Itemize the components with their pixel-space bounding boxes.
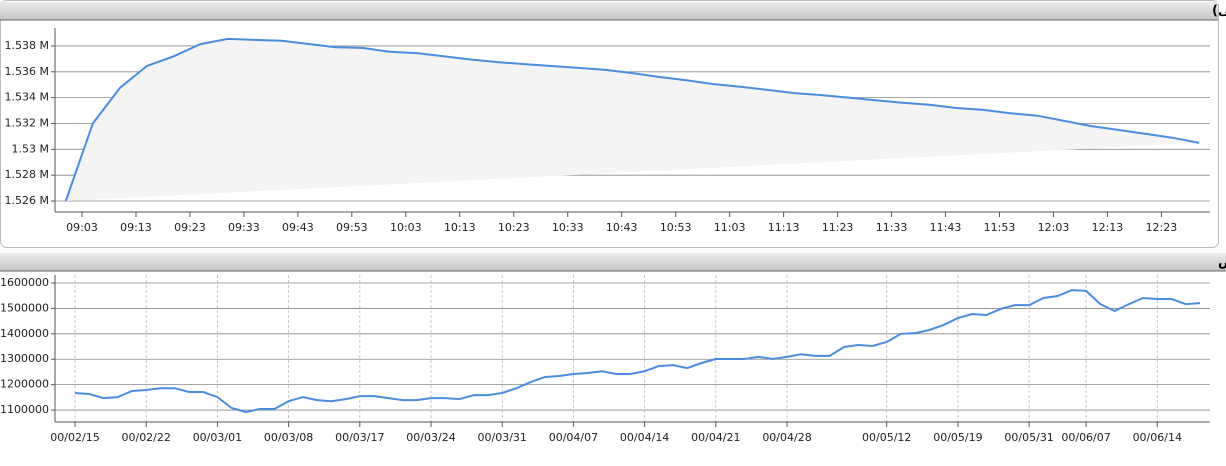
x-tick-label: 12:13 bbox=[1092, 221, 1124, 234]
data-line bbox=[74, 289, 1201, 414]
x-tick-label: 10:53 bbox=[660, 221, 692, 234]
x-tick-label: 00/05/12 bbox=[862, 431, 911, 444]
x-tick-label: 11:33 bbox=[876, 221, 908, 234]
y-tick-label: 1.538 M bbox=[5, 39, 49, 52]
x-tick-label: 10:03 bbox=[390, 221, 422, 234]
x-tick-label: 12:23 bbox=[1146, 221, 1178, 234]
x-tick-label: 00/04/07 bbox=[549, 431, 598, 444]
x-tick-label: 00/03/24 bbox=[406, 431, 455, 444]
panel-title: شاخص کل (آخرین روز معاملاتی) bbox=[1212, 2, 1226, 19]
x-tick-label: 00/03/01 bbox=[193, 431, 242, 444]
x-tick-label: 11:13 bbox=[768, 221, 800, 234]
x-tick-label: 00/02/15 bbox=[50, 431, 99, 444]
y-tick-label: 1.53 M bbox=[12, 142, 49, 155]
x-tick-label: 00/06/14 bbox=[1133, 431, 1182, 444]
x-tick-label: 09:23 bbox=[174, 221, 206, 234]
x-tick-label: 09:03 bbox=[66, 221, 98, 234]
x-tick-label: 10:43 bbox=[606, 221, 638, 234]
panel-title: نمودار شاخص bbox=[1218, 255, 1226, 270]
y-tick-label: 1.532 M bbox=[5, 116, 49, 129]
x-tick-label: 00/04/21 bbox=[691, 431, 740, 444]
data-line bbox=[64, 37, 1200, 202]
y-tick-label: 1300000 bbox=[0, 352, 49, 365]
x-tick-label: 09:53 bbox=[336, 221, 368, 234]
x-tick-label: 00/03/17 bbox=[335, 431, 384, 444]
x-tick-label: 00/04/14 bbox=[620, 431, 669, 444]
x-tick-label: 00/05/31 bbox=[1004, 431, 1053, 444]
x-tick-label: 11:23 bbox=[822, 221, 854, 234]
x-tick-label: 09:33 bbox=[228, 221, 260, 234]
y-tick-label: 1400000 bbox=[0, 327, 49, 340]
x-tick-label: 12:03 bbox=[1038, 221, 1070, 234]
x-tick-label: 00/03/08 bbox=[264, 431, 313, 444]
x-tick-label: 11:53 bbox=[984, 221, 1016, 234]
y-tick-label: 1.526 M bbox=[5, 194, 49, 207]
x-tick-label: 11:43 bbox=[930, 221, 962, 234]
x-tick-label: 10:13 bbox=[444, 221, 476, 234]
y-tick-label: 1200000 bbox=[0, 378, 49, 391]
y-tick-label: 1.534 M bbox=[5, 91, 49, 104]
line-area bbox=[65, 38, 1200, 202]
x-tick-label: 11:03 bbox=[714, 221, 746, 234]
y-tick-label: 1500000 bbox=[0, 301, 49, 314]
x-tick-label: 09:13 bbox=[120, 221, 152, 234]
x-tick-label: 00/03/31 bbox=[478, 431, 527, 444]
y-tick-label: 1.536 M bbox=[5, 65, 49, 78]
x-tick-label: 00/02/22 bbox=[121, 431, 170, 444]
panel-header bbox=[0, 253, 1226, 271]
x-tick-label: 00/06/07 bbox=[1061, 431, 1110, 444]
x-tick-label: 10:33 bbox=[552, 221, 584, 234]
x-tick-label: 00/05/19 bbox=[933, 431, 982, 444]
x-tick-label: 09:43 bbox=[282, 221, 314, 234]
x-tick-label: 10:23 bbox=[498, 221, 530, 234]
x-tick-label: 00/04/28 bbox=[762, 431, 811, 444]
y-tick-label: 1.528 M bbox=[5, 168, 49, 181]
y-tick-label: 1600000 bbox=[0, 276, 49, 289]
panel-header bbox=[0, 2, 1218, 20]
y-tick-label: 1100000 bbox=[0, 403, 49, 416]
